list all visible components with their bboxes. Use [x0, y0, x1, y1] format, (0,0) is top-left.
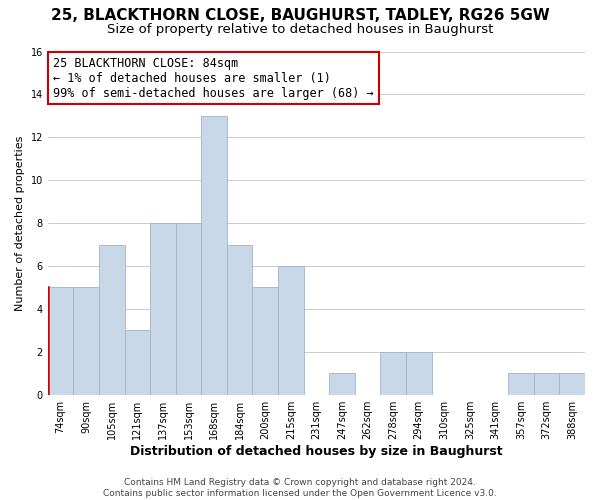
Bar [278, 266, 304, 394]
Y-axis label: Number of detached properties: Number of detached properties [15, 136, 25, 311]
Text: 25, BLACKTHORN CLOSE, BAUGHURST, TADLEY, RG26 5GW: 25, BLACKTHORN CLOSE, BAUGHURST, TADLEY,… [50, 8, 550, 22]
Bar [329, 374, 355, 394]
Bar [508, 374, 534, 394]
Bar [48, 288, 73, 395]
Bar [380, 352, 406, 395]
Bar [176, 223, 201, 394]
Bar [99, 244, 125, 394]
Bar [253, 288, 278, 395]
Text: Contains HM Land Registry data © Crown copyright and database right 2024.
Contai: Contains HM Land Registry data © Crown c… [103, 478, 497, 498]
Bar [559, 374, 585, 394]
Bar [73, 288, 99, 395]
Bar [534, 374, 559, 394]
Bar [125, 330, 150, 394]
Bar [150, 223, 176, 394]
Text: 25 BLACKTHORN CLOSE: 84sqm
← 1% of detached houses are smaller (1)
99% of semi-d: 25 BLACKTHORN CLOSE: 84sqm ← 1% of detac… [53, 56, 374, 100]
X-axis label: Distribution of detached houses by size in Baughurst: Distribution of detached houses by size … [130, 444, 503, 458]
Bar [227, 244, 253, 394]
Bar [201, 116, 227, 394]
Bar [406, 352, 431, 395]
Text: Size of property relative to detached houses in Baughurst: Size of property relative to detached ho… [107, 22, 493, 36]
